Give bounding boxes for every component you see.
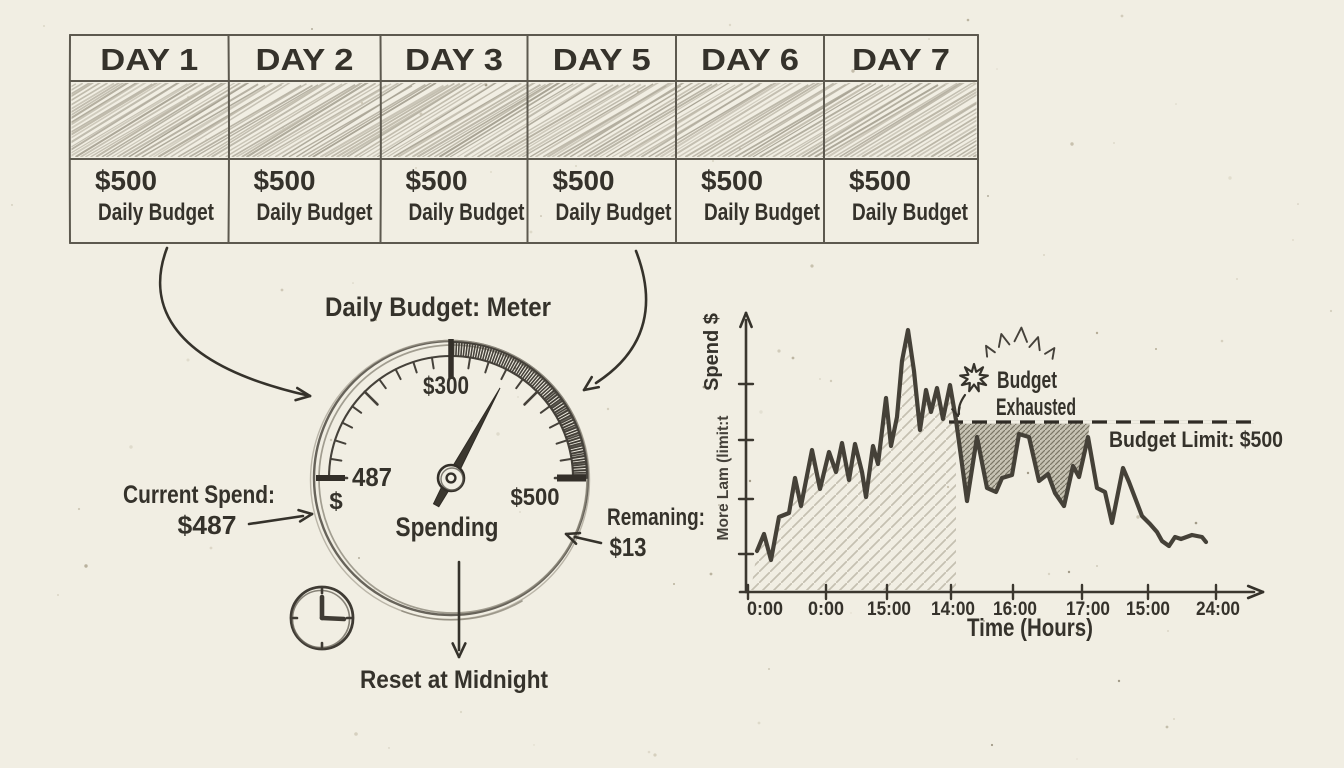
svg-text:DAY 7: DAY 7 <box>852 42 950 77</box>
svg-text:Daily Budget: Daily Budget <box>409 199 525 226</box>
svg-text:DAY 5: DAY 5 <box>553 42 651 77</box>
svg-text:$13: $13 <box>610 532 647 562</box>
svg-text:Daily Budget: Meter: Daily Budget: Meter <box>325 292 551 322</box>
svg-text:Daily Budget: Daily Budget <box>257 199 373 226</box>
svg-text:$: $ <box>329 488 343 515</box>
svg-text:Time (Hours): Time (Hours) <box>967 614 1093 642</box>
svg-text:15:00: 15:00 <box>1126 598 1170 620</box>
svg-text:$500: $500 <box>95 165 157 196</box>
svg-text:$500: $500 <box>849 165 911 196</box>
svg-text:14:00: 14:00 <box>931 598 975 620</box>
svg-text:Remaning:: Remaning: <box>607 504 705 531</box>
svg-text:$500: $500 <box>701 165 763 196</box>
svg-text:$500: $500 <box>511 484 560 511</box>
svg-text:DAY 2: DAY 2 <box>256 42 354 77</box>
svg-text:Daily Budget: Daily Budget <box>556 199 672 226</box>
svg-text:0:00: 0:00 <box>808 598 844 620</box>
svg-text:Spend $: Spend $ <box>701 313 723 391</box>
svg-text:Daily Budget: Daily Budget <box>852 199 968 226</box>
svg-text:24:00: 24:00 <box>1196 598 1240 620</box>
svg-text:$487: $487 <box>178 510 237 540</box>
svg-text:$500: $500 <box>254 165 316 196</box>
svg-text:DAY 1: DAY 1 <box>100 42 198 77</box>
svg-text:Daily Budget: Daily Budget <box>98 199 214 226</box>
svg-text:Daily Budget: Daily Budget <box>704 199 820 226</box>
svg-text:Reset at Midnight: Reset at Midnight <box>360 666 549 694</box>
svg-text:15:00: 15:00 <box>867 598 911 620</box>
svg-text:16:00: 16:00 <box>993 598 1037 620</box>
svg-text:487: 487 <box>352 462 392 492</box>
svg-text:$500: $500 <box>406 165 468 196</box>
svg-text:Budget: Budget <box>997 367 1057 394</box>
svg-text:17:00: 17:00 <box>1066 598 1110 620</box>
svg-text:DAY 3: DAY 3 <box>405 42 503 77</box>
svg-text:Exhausted: Exhausted <box>996 394 1076 421</box>
svg-text:Current Spend:: Current Spend: <box>123 481 275 509</box>
svg-text:0:00: 0:00 <box>747 598 783 620</box>
svg-text:Budget Limit: $500: Budget Limit: $500 <box>1109 427 1283 452</box>
svg-text:More Lam (limit:t: More Lam (limit:t <box>715 416 732 541</box>
svg-text:$300: $300 <box>423 372 469 400</box>
svg-text:DAY 6: DAY 6 <box>701 42 799 77</box>
svg-text:$500: $500 <box>553 165 615 196</box>
svg-text:Spending: Spending <box>396 512 499 542</box>
